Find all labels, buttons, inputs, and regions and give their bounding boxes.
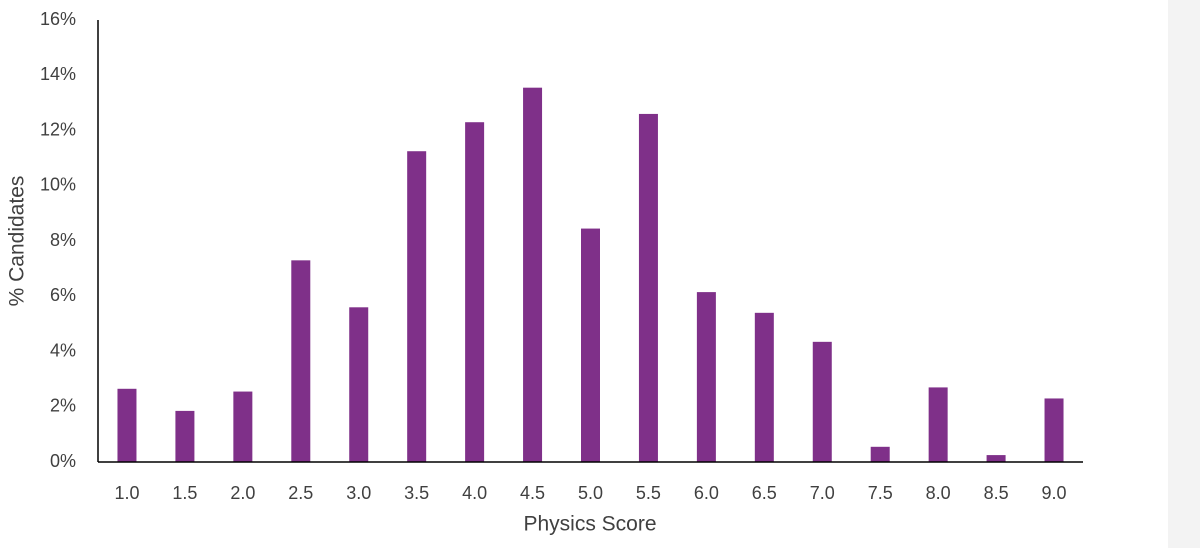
x-tick-label: 1.0 xyxy=(114,483,139,503)
bar xyxy=(638,113,658,463)
side-strip xyxy=(1168,0,1200,548)
x-tick-label: 3.5 xyxy=(404,483,429,503)
bar xyxy=(696,292,716,462)
x-tick-label: 4.0 xyxy=(462,483,487,503)
y-axis-title: % Candidates xyxy=(6,176,29,307)
y-tick-label: 0% xyxy=(50,451,76,471)
y-tick-label: 10% xyxy=(40,175,76,195)
x-tick-label: 5.0 xyxy=(578,483,603,503)
x-tick-label: 6.5 xyxy=(752,483,777,503)
bar xyxy=(581,228,600,462)
bar xyxy=(870,446,890,462)
bar xyxy=(523,87,543,463)
x-tick-label: 5.5 xyxy=(636,483,661,503)
bar xyxy=(349,307,369,462)
x-tick-label: 7.5 xyxy=(868,483,893,503)
x-tick-label: 3.0 xyxy=(346,483,371,503)
y-tick-label: 6% xyxy=(50,285,76,305)
y-tick-label: 16% xyxy=(40,9,76,29)
bar xyxy=(233,391,253,462)
x-tick-label: 4.5 xyxy=(520,483,545,503)
bar xyxy=(812,341,832,462)
x-tick-label: 7.0 xyxy=(810,483,835,503)
x-tick-label: 2.0 xyxy=(230,483,255,503)
x-tick-label: 9.0 xyxy=(1042,483,1067,503)
y-tick-label: 12% xyxy=(40,119,76,139)
bar xyxy=(175,410,195,462)
x-tick-label: 1.5 xyxy=(172,483,197,503)
x-tick-label: 2.5 xyxy=(288,483,313,503)
y-tick-label: 14% xyxy=(40,64,76,84)
y-tick-label: 2% xyxy=(50,396,76,416)
x-tick-label: 8.0 xyxy=(926,483,951,503)
bar xyxy=(928,387,948,462)
bar xyxy=(1044,398,1064,462)
bar xyxy=(117,388,137,462)
y-tick-label: 8% xyxy=(50,230,76,250)
x-tick-label: 6.0 xyxy=(694,483,719,503)
bar xyxy=(754,312,774,462)
x-axis-title: Physics Score xyxy=(523,513,656,536)
bar xyxy=(986,455,1006,462)
bar xyxy=(291,260,311,462)
bar xyxy=(465,122,485,463)
y-tick-label: 4% xyxy=(50,340,76,360)
x-tick-label: 8.5 xyxy=(984,483,1009,503)
bar xyxy=(407,151,427,462)
